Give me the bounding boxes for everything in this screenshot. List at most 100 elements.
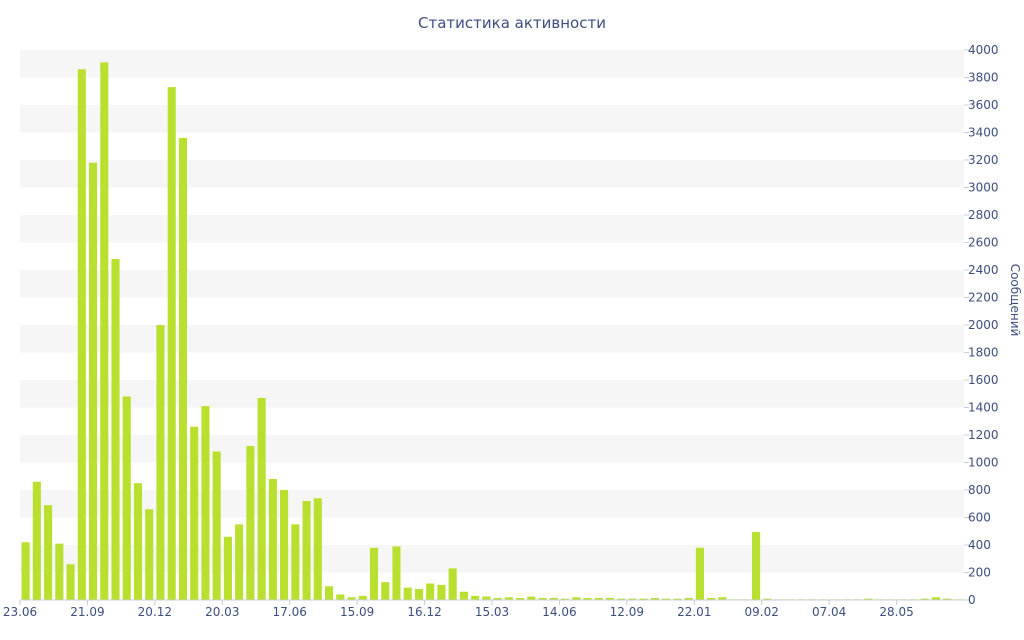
y-tick-label: 2600 [968,236,999,250]
x-tick-label: 07.04 [812,605,846,619]
grid-bands [20,50,964,573]
bar[interactable] [639,598,648,601]
x-tick-label: 14.06 [542,605,576,619]
bar[interactable] [32,481,41,600]
x-axis-ticks: 23.06 21.09 20.12 20.03 17.06 15.09 16.12 15.03… [3,600,914,619]
bar[interactable] [21,542,30,600]
bar[interactable] [549,597,558,600]
bar[interactable] [493,597,502,600]
x-tick-label: 15.03 [475,605,509,619]
y-tick-label: 1400 [968,401,999,415]
bar[interactable] [167,87,176,601]
bar[interactable] [628,598,637,601]
y-tick-label: 2000 [968,318,999,332]
bar[interactable] [752,531,761,600]
bar[interactable] [482,596,491,600]
y-tick-label: 1800 [968,346,999,360]
grid-band [20,435,964,463]
x-tick-label: 20.12 [138,605,172,619]
x-tick-label: 16.12 [407,605,441,619]
bar[interactable] [459,591,468,600]
grid-band [20,50,964,78]
bar[interactable] [718,597,727,600]
bar[interactable] [89,162,98,600]
x-tick-label: 21.09 [70,605,104,619]
bar[interactable] [931,597,940,600]
bar[interactable] [369,547,379,600]
bar[interactable] [381,582,390,601]
bar[interactable] [100,62,109,601]
bar[interactable] [291,524,300,601]
bar[interactable] [201,406,210,601]
bar[interactable] [133,483,143,601]
bar[interactable] [302,501,311,600]
bar[interactable] [178,138,187,600]
y-axis-ticks: 0 200 400 600 800 1000 1200 1400 1600 1800 2000 220… [964,43,999,607]
bar[interactable] [313,498,322,600]
y-tick-label: 3800 [968,71,999,85]
bar[interactable] [426,583,435,601]
bar[interactable] [684,597,693,600]
bar[interactable] [662,598,671,601]
bar[interactable] [763,598,772,601]
y-tick-label: 1200 [968,428,999,442]
bar[interactable] [617,598,626,601]
y-axis-title: Сообщений [1008,264,1022,337]
bar[interactable] [920,598,929,601]
bar[interactable] [145,509,154,600]
bar[interactable] [605,597,615,600]
bar[interactable] [943,598,952,601]
bar[interactable] [695,547,704,600]
bar[interactable] [392,546,401,601]
x-tick-label: 22.01 [677,605,711,619]
y-tick-label: 4000 [968,43,999,57]
bar[interactable] [156,325,165,600]
bar[interactable] [864,598,873,601]
bar[interactable] [122,396,131,601]
bar[interactable] [235,524,244,601]
x-tick-label: 15.09 [340,605,374,619]
bar[interactable] [336,594,345,601]
bar[interactable] [673,598,682,601]
bar[interactable] [223,536,232,600]
bar[interactable] [561,598,570,601]
y-tick-label: 3000 [968,181,999,195]
bar[interactable] [594,597,603,600]
grid-band [20,215,964,243]
y-tick-label: 1600 [968,373,999,387]
x-tick-label: 28.05 [879,605,913,619]
bar[interactable] [325,586,334,600]
y-tick-label: 2400 [968,263,999,277]
bar[interactable] [572,597,581,600]
bar[interactable] [55,543,64,601]
bar[interactable] [527,596,536,600]
bar[interactable] [448,568,457,601]
bar[interactable] [516,597,525,600]
bar[interactable] [583,597,592,600]
grid-band [20,380,964,408]
bar[interactable] [347,597,356,600]
bar[interactable] [538,597,547,600]
bar[interactable] [280,490,289,600]
y-tick-label: 3600 [968,98,999,112]
bar[interactable] [111,259,120,600]
bar[interactable] [414,589,423,600]
y-tick-label: 3200 [968,153,999,167]
bar[interactable] [437,584,446,601]
y-tick-label: 1000 [968,456,999,470]
bar[interactable] [403,587,412,601]
bar[interactable] [66,564,75,600]
bar[interactable] [504,597,513,600]
bar[interactable] [44,505,53,601]
bar[interactable] [707,597,716,600]
bar[interactable] [246,446,255,600]
bar[interactable] [471,595,480,601]
bar[interactable] [212,451,221,601]
bar[interactable] [268,479,277,600]
bar[interactable] [257,397,266,601]
bar[interactable] [358,595,367,601]
bar[interactable] [190,426,199,600]
bar[interactable] [650,597,659,600]
bar[interactable] [77,69,86,600]
